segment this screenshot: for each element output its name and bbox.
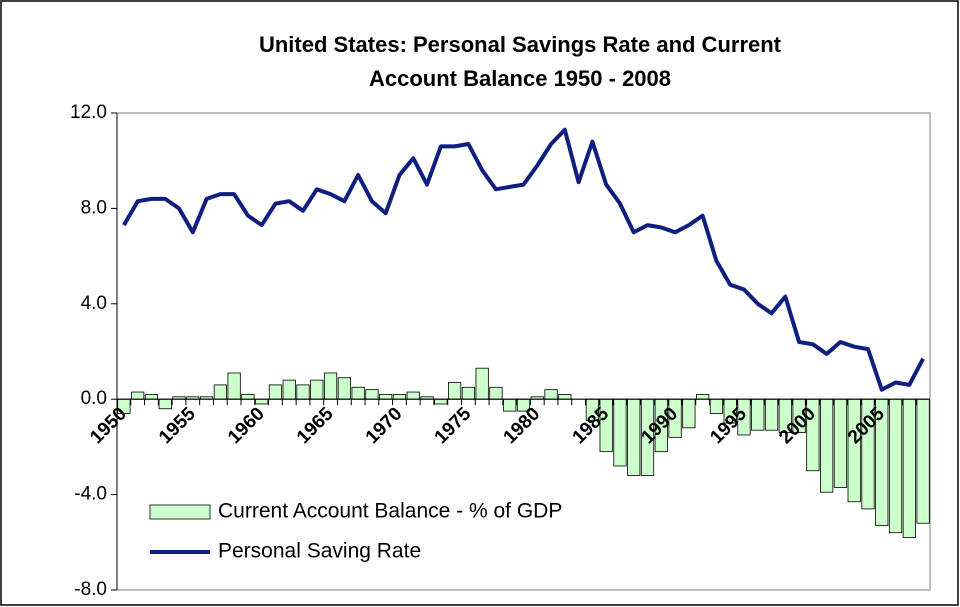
bar xyxy=(820,398,834,493)
y-tick-label: 8.0 xyxy=(81,197,107,218)
bar xyxy=(833,398,848,488)
chart-title: United States: Personal Savings Rate and… xyxy=(259,32,782,57)
bar xyxy=(627,398,641,476)
bar xyxy=(682,398,696,429)
bar xyxy=(268,384,283,400)
bar xyxy=(365,389,379,400)
plot-area xyxy=(116,112,931,591)
bar xyxy=(461,386,475,400)
bar xyxy=(916,398,930,524)
bar xyxy=(310,379,324,400)
bar xyxy=(696,394,710,400)
bar xyxy=(489,386,503,400)
bar xyxy=(613,398,627,467)
bar xyxy=(241,394,255,400)
bar xyxy=(503,398,517,412)
bar xyxy=(448,382,462,400)
bar xyxy=(323,372,338,400)
bar xyxy=(751,398,765,431)
legend-label: Current Account Balance - % of GDP xyxy=(218,500,562,523)
bar xyxy=(379,394,393,400)
bar xyxy=(475,367,489,400)
bar xyxy=(158,398,172,410)
bar xyxy=(406,391,420,400)
bar xyxy=(434,398,448,405)
bar xyxy=(764,398,779,431)
bar xyxy=(902,398,916,538)
bar xyxy=(144,394,159,400)
y-tick-label: 4.0 xyxy=(81,293,107,314)
bar xyxy=(709,398,724,414)
bar xyxy=(282,379,296,400)
y-tick-label: -4.0 xyxy=(74,484,107,505)
bar xyxy=(227,372,241,400)
bar xyxy=(255,398,269,405)
bar xyxy=(337,377,351,400)
bar xyxy=(296,384,310,400)
bar xyxy=(544,389,558,400)
y-tick-label: 0.0 xyxy=(81,388,107,409)
bar xyxy=(847,398,861,503)
y-tick-label: 12.0 xyxy=(70,102,107,123)
legend-swatch xyxy=(149,504,211,520)
bar xyxy=(131,391,145,400)
bar xyxy=(888,398,903,534)
bar xyxy=(213,384,227,400)
chart-title: Account Balance 1950 - 2008 xyxy=(369,66,671,91)
bar xyxy=(351,386,365,400)
y-tick-label: -8.0 xyxy=(74,579,107,600)
line xyxy=(122,127,925,392)
legend-label: Personal Saving Rate xyxy=(218,540,421,563)
bar xyxy=(558,394,572,400)
bar xyxy=(392,394,407,400)
